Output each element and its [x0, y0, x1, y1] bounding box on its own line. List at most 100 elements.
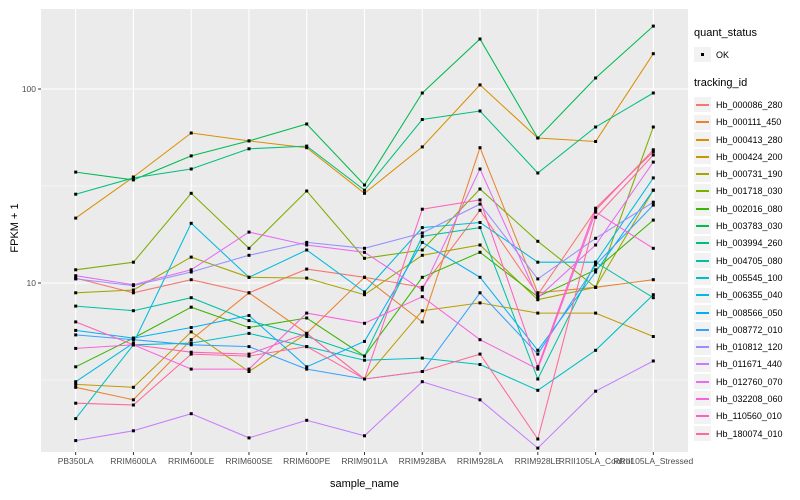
data-point [74, 304, 78, 308]
legend-key-swatch [694, 287, 711, 303]
data-point [189, 352, 193, 356]
data-point [305, 267, 309, 271]
legend-key-swatch [694, 374, 711, 390]
legend-item-Hb_032208_060: Hb_032208_060 [694, 390, 783, 407]
data-point [305, 248, 309, 252]
data-point [247, 331, 251, 335]
data-point [74, 417, 78, 421]
data-point [363, 246, 366, 250]
data-point [74, 192, 78, 196]
data-point [305, 316, 309, 320]
data-point [594, 243, 598, 247]
legend-item-Hb_005545_100: Hb_005545_100 [694, 269, 783, 286]
data-point [536, 296, 540, 300]
data-point [74, 320, 78, 324]
data-point [420, 91, 424, 95]
data-point [189, 305, 193, 309]
line-swatch-icon [696, 346, 709, 349]
line-swatch-icon [696, 294, 709, 297]
data-point [420, 248, 424, 252]
data-point [420, 145, 424, 149]
x-tick-label: RRIM600LA [110, 456, 157, 466]
data-point [74, 328, 78, 332]
data-point [131, 398, 135, 402]
data-point [420, 240, 424, 244]
legend-item-label: Hb_006355_040 [716, 290, 783, 301]
data-point [420, 207, 424, 211]
data-point [305, 367, 309, 371]
data-point [189, 296, 193, 300]
legend-item-label: Hb_002016_080 [716, 203, 783, 214]
data-point [420, 295, 424, 299]
data-point [131, 288, 135, 292]
data-point [594, 263, 598, 267]
data-point [594, 311, 598, 315]
data-point [74, 274, 78, 278]
data-point [536, 136, 540, 140]
data-point [247, 246, 251, 250]
data-point [363, 250, 366, 254]
data-point [651, 148, 655, 152]
data-point [131, 178, 135, 182]
data-point [420, 285, 424, 289]
data-point [478, 198, 482, 202]
data-point [594, 125, 598, 129]
data-point [594, 348, 598, 352]
line-swatch-icon [696, 276, 709, 279]
data-point [131, 260, 135, 264]
data-point [420, 380, 424, 384]
data-point [305, 418, 309, 422]
legend-item-label: Hb_003783_030 [716, 221, 783, 232]
data-point [189, 191, 193, 195]
data-point [594, 210, 598, 214]
data-point [189, 154, 193, 158]
legend-item-Hb_008772_010: Hb_008772_010 [694, 321, 783, 338]
data-point [478, 109, 482, 113]
x-tick-label: RRIM901LA [341, 456, 388, 466]
data-point [536, 365, 540, 369]
data-point [363, 339, 366, 343]
data-point [363, 358, 366, 362]
y-tick-label: 10 [27, 278, 37, 288]
data-point [189, 131, 193, 135]
data-point [189, 412, 193, 416]
data-point [74, 382, 78, 386]
data-point [478, 250, 482, 254]
data-point [189, 167, 193, 171]
data-point [420, 118, 424, 121]
data-point [651, 188, 655, 192]
data-point [536, 277, 540, 281]
y-axis-title: FPKM + 1 [9, 203, 21, 253]
legend-item-label: Hb_004705_080 [716, 255, 783, 266]
data-point [247, 326, 251, 329]
legend-key-swatch [694, 166, 711, 182]
x-tick-label: RRIM600PE [283, 456, 331, 466]
line-swatch-icon [696, 415, 709, 418]
data-point [247, 275, 251, 279]
data-point [478, 187, 482, 191]
data-point [536, 291, 540, 295]
data-point [420, 309, 424, 313]
data-point [305, 331, 309, 335]
data-point [420, 231, 424, 235]
x-axis-title: sample_name [329, 478, 400, 490]
legend-key-swatch [694, 391, 711, 407]
data-point [594, 140, 598, 143]
data-point [131, 336, 135, 340]
data-point [363, 434, 366, 438]
data-point [536, 352, 540, 356]
data-point [363, 183, 366, 187]
line-swatch-icon [696, 363, 709, 366]
data-point [74, 439, 78, 443]
legend-item-label: Hb_000731_190 [716, 169, 783, 180]
data-point [74, 380, 78, 384]
line-swatch-icon [696, 225, 709, 228]
legend-item-Hb_003994_260: Hb_003994_260 [694, 235, 783, 252]
data-point [478, 202, 482, 206]
legend: quant_status OK tracking_id Hb_000086_28… [694, 27, 783, 456]
legend-key-ok [694, 47, 711, 63]
data-point [478, 226, 482, 230]
data-point [363, 354, 366, 358]
data-point [131, 338, 135, 342]
